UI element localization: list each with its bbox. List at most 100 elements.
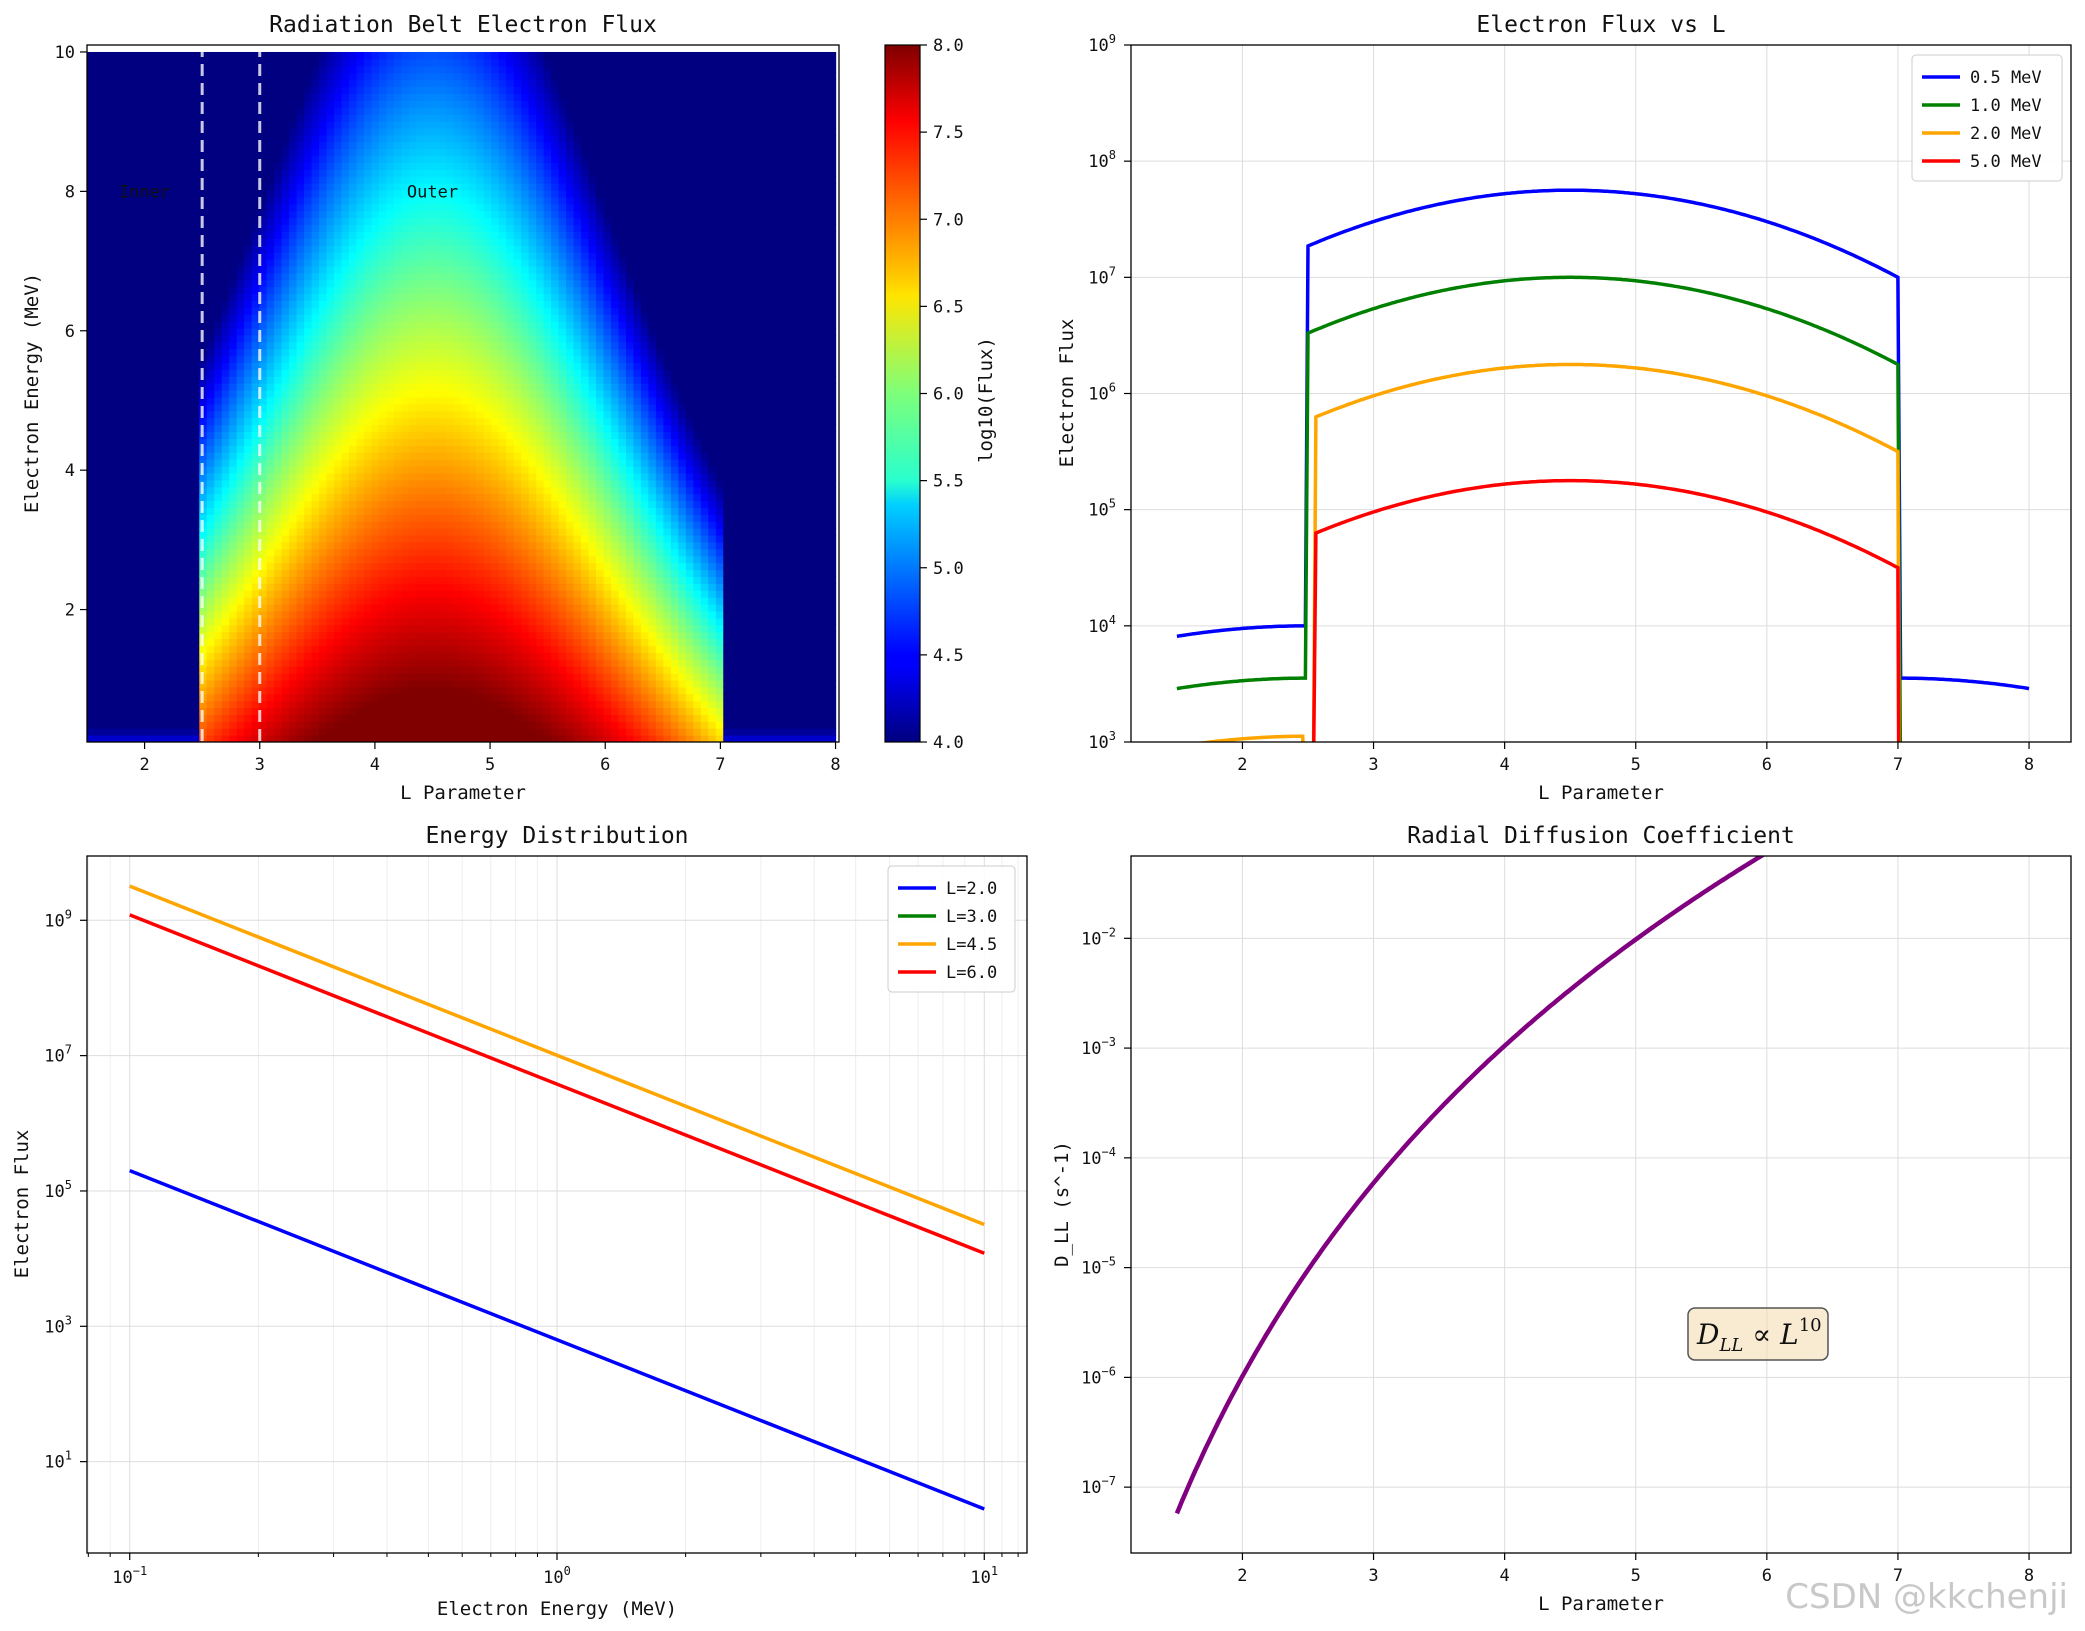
heatmap-cell [408,396,417,405]
heatmap-cell [139,590,148,598]
heatmap-cell [274,231,283,239]
heatmap-cell [124,610,133,619]
heatmap-cell [169,445,178,453]
heatmap-cell [281,603,290,612]
heatmap-cell [311,472,320,481]
heatmap-cell [438,638,447,646]
heatmap-cell [236,134,245,143]
heatmap-cell [274,321,283,329]
heatmap-cell [453,693,462,702]
heatmap-cell [378,452,388,460]
heatmap-cell [109,624,118,633]
heatmap-cell [259,369,268,377]
heatmap-cell [244,521,253,529]
heatmap-cell [199,534,208,543]
heatmap-cell [266,541,275,550]
heatmap-cell [274,514,283,522]
heatmap-cell [334,93,343,101]
heatmap-cell [191,196,200,205]
heatmap-cell [326,210,335,219]
heatmap-cell [101,286,111,295]
heatmap-cell [401,327,410,336]
heatmap-cell [416,721,425,729]
heatmap-cell [319,528,328,536]
heatmap-cell [423,176,432,184]
heatmap-cell [116,569,126,577]
heatmap-cell [319,245,328,253]
heatmap-cell [251,438,260,446]
heatmap-cell [251,638,260,646]
heatmap-cell [281,693,290,702]
heatmap-cell [408,403,417,412]
heatmap-cell [184,610,193,619]
heatmap-cell [146,603,155,612]
heatmap-cell [161,631,170,640]
heatmap-cell [386,721,395,729]
heatmap-cell [281,293,290,301]
heatmap-cell [304,189,313,198]
heatmap-cell [378,486,388,495]
heatmap-cell [251,376,260,384]
heatmap-cell [378,659,388,667]
heatmap-cell [139,148,148,157]
heatmap-cell [266,196,275,205]
heatmap-cell [236,714,245,722]
heatmap-cell [259,114,268,122]
heatmap-cell [124,617,133,626]
heatmap-cell [124,721,133,729]
heatmap-cell [356,224,365,232]
heatmap-cell [266,210,275,219]
heatmap-cell [446,162,455,170]
heatmap-cell [191,127,200,136]
heatmap-cell [169,252,178,260]
heatmap-cell [296,141,305,150]
heatmap-cell [304,438,313,446]
heatmap-cell [348,562,358,571]
heatmap-cell [176,390,185,398]
heatmap-cell [109,479,118,488]
heatmap-cell [161,486,170,495]
heatmap-cell [438,293,447,301]
heatmap-cell [87,176,96,184]
heatmap-cell [87,659,96,667]
heatmap-cell [146,673,155,681]
heatmap-cell [124,79,133,88]
heatmap-cell [281,362,290,370]
heatmap-cell [259,735,268,742]
heatmap-cell [296,114,305,122]
heatmap-cell [304,162,313,170]
heatmap-cell [229,500,238,508]
heatmap-cell [176,224,185,232]
heatmap-cell [304,424,313,433]
heatmap-cell [401,548,410,557]
heatmap-cell [296,93,305,101]
heatmap-cell [199,645,208,653]
heatmap-cell [393,265,402,274]
heatmap-cell [341,583,350,591]
heatmap-cell [259,721,268,729]
heatmap-cell [371,403,380,412]
heatmap-cell [393,114,402,122]
heatmap-cell [431,534,440,543]
heatmap-cell [116,673,126,681]
heatmap-cell [363,252,373,260]
heatmap-cell [206,507,215,515]
heatmap-cell [244,555,253,564]
heatmap-cell [348,72,358,81]
heatmap-cell [236,362,245,370]
heatmap-cell [244,120,253,129]
heatmap-cell [348,189,358,198]
heatmap-cell [259,65,268,74]
heatmap-cell [244,569,253,577]
heatmap-cell [281,86,290,94]
heatmap-cell [438,624,447,633]
heatmap-cell [146,728,155,736]
heatmap-cell [116,210,126,219]
heatmap-cell [363,486,373,495]
heatmap-cell [161,714,170,722]
heatmap-cell [416,362,425,370]
heatmap-cell [244,431,253,439]
heatmap-cell [438,617,447,626]
heatmap-cell [453,238,462,246]
heatmap-cell [296,410,305,419]
